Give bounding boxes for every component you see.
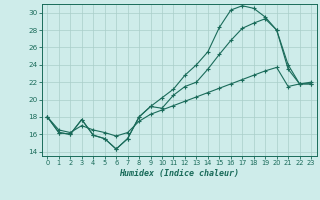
X-axis label: Humidex (Indice chaleur): Humidex (Indice chaleur): [119, 169, 239, 178]
